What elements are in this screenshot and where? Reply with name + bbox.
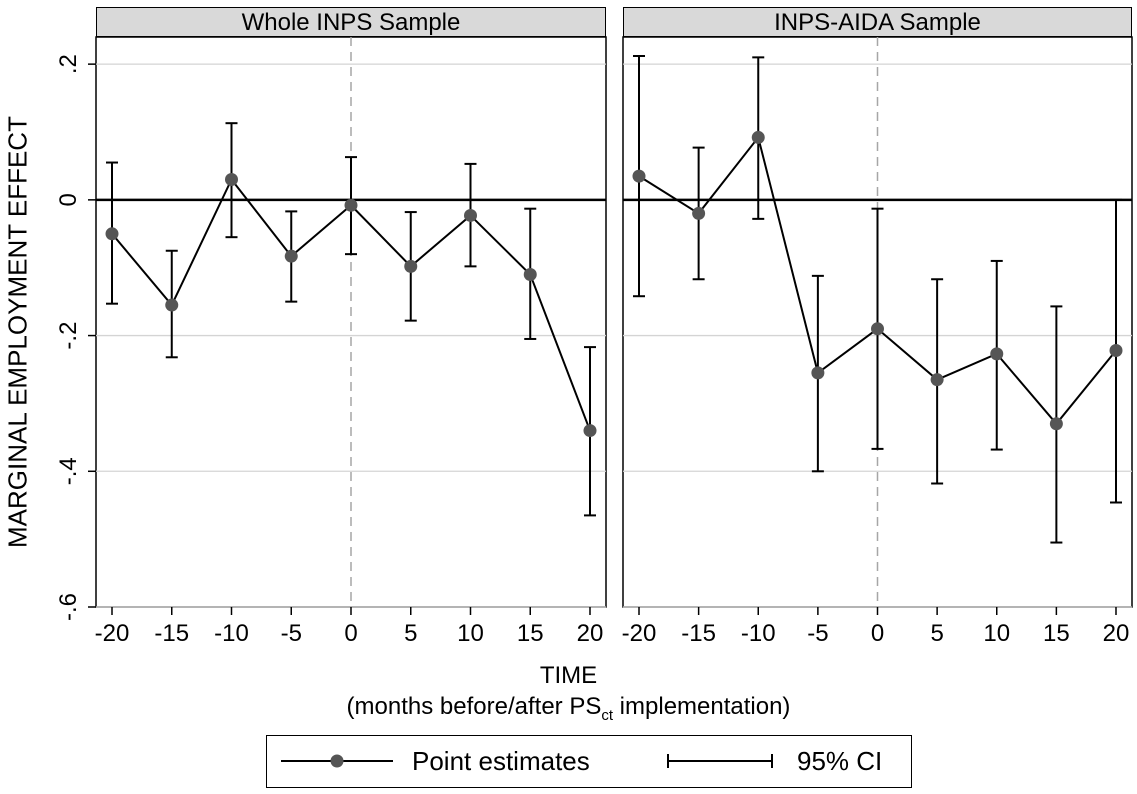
x-tick-label-0-7: 15 xyxy=(517,620,544,647)
x-tick-label-1-2: -10 xyxy=(741,620,776,647)
point-0-0 xyxy=(105,227,119,241)
point-1-5 xyxy=(930,373,944,387)
x-tick-label-0-2: -10 xyxy=(214,620,249,647)
x-axis-sublabel-prefix: (months before/after PS xyxy=(346,693,602,720)
point-1-1 xyxy=(692,206,706,220)
point-0-7 xyxy=(523,268,537,281)
x-axis-sublabel-subscript: ct xyxy=(601,706,614,724)
legend-ci-label: 95% CI xyxy=(797,746,883,776)
x-tick-label-1-8: 20 xyxy=(1103,620,1130,647)
x-tick-label-0-6: 10 xyxy=(457,620,484,647)
point-1-2 xyxy=(751,130,765,144)
y-tick-label-3: -.4 xyxy=(55,457,82,485)
x-tick-label-0-0: -20 xyxy=(95,620,130,647)
point-0-3 xyxy=(284,249,298,263)
x-tick-label-0-5: 5 xyxy=(404,620,417,647)
point-0-1 xyxy=(165,298,179,312)
y-axis-label: MARGINAL EMPLOYMENT EFFECT xyxy=(2,116,33,548)
x-tick-label-1-7: 15 xyxy=(1043,620,1070,647)
point-1-7 xyxy=(1049,417,1063,431)
x-tick-label-1-6: 10 xyxy=(983,620,1010,647)
point-1-6 xyxy=(990,347,1004,361)
legend-ci-swatch xyxy=(667,754,773,768)
x-tick-label-0-4: 0 xyxy=(344,620,357,647)
point-0-6 xyxy=(464,208,477,222)
x-axis-sublabel: (months before/after PSct implementation… xyxy=(0,693,1137,724)
y-tick-label-4: -.6 xyxy=(55,593,82,621)
point-1-3 xyxy=(811,366,825,380)
x-axis-label: TIME xyxy=(539,662,598,689)
point-0-2 xyxy=(225,173,238,186)
point-1-0 xyxy=(632,169,646,183)
x-axis-sublabel-suffix: implementation) xyxy=(613,693,791,720)
legend-point-label: Point estimates xyxy=(412,746,590,776)
x-tick-label-1-1: -15 xyxy=(681,620,716,647)
y-tick-label-0: .2 xyxy=(55,54,82,74)
point-0-5 xyxy=(404,259,418,273)
legend: Point estimates 95% CI xyxy=(266,735,912,788)
x-tick-label-1-3: -5 xyxy=(807,620,828,647)
panel-title-left: Whole INPS Sample xyxy=(96,7,606,37)
x-tick-label-1-5: 5 xyxy=(930,620,943,647)
x-tick-label-0-1: -15 xyxy=(154,620,189,647)
point-1-4 xyxy=(871,322,884,336)
point-1-8 xyxy=(1109,344,1123,357)
y-tick-label-2: -.2 xyxy=(55,322,82,350)
x-tick-label-1-4: 0 xyxy=(871,620,884,647)
y-tick-label-1: 0 xyxy=(55,193,82,206)
x-tick-label-0-8: 20 xyxy=(577,620,604,647)
panel-title-right: INPS-AIDA Sample xyxy=(623,7,1132,37)
point-0-8 xyxy=(583,424,597,438)
legend-point-swatch xyxy=(281,754,393,768)
x-tick-label-1-0: -20 xyxy=(622,620,657,647)
x-tick-label-0-3: -5 xyxy=(281,620,302,647)
point-0-4 xyxy=(344,198,358,212)
